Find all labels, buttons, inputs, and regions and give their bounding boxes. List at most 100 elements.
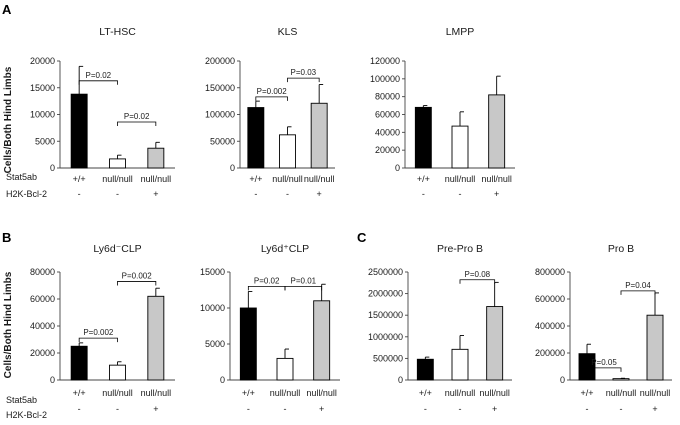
y-tick-label: 0: [398, 375, 403, 385]
x-category-label: +/+: [419, 388, 432, 398]
chart-lmpp: LMPP 0 20000 40000 60000 80000 100000 120000 +/+…: [370, 26, 515, 199]
bar-nullnull-2: [147, 295, 165, 381]
significance-bracket: [287, 77, 320, 83]
p-value-label: P=0.01: [291, 276, 317, 285]
y-tick-label: 100000: [205, 110, 235, 120]
y-tick-label: 1000000: [368, 332, 403, 342]
y-tick-label: 80000: [375, 92, 400, 102]
significance-bracket: [117, 281, 157, 286]
y-tick-label: 20000: [30, 348, 55, 358]
bar-nullnull-1: [279, 134, 296, 169]
chart-ly6d-neg-clp: Ly6d⁻CLP 0 20000 40000 60000 80000 +/+ - null/nu…: [30, 243, 175, 414]
bar--0: [70, 93, 88, 169]
bar-nullnull-2: [646, 314, 664, 381]
y-tick-label: 1500000: [368, 310, 403, 320]
panel-letter-b: B: [2, 230, 11, 245]
y-tick-label: 40000: [375, 127, 400, 137]
x-category-label: null/null: [445, 174, 476, 184]
bar--0: [416, 358, 434, 381]
significance-bracket: [459, 279, 496, 284]
y-tick-label: 2500000: [368, 267, 403, 277]
bcl2-status-label: -: [284, 404, 287, 414]
bar-nullnull-1: [451, 125, 469, 169]
chart-title: Pre-Pro B: [437, 243, 483, 255]
bcl2-status-label: +: [153, 404, 158, 414]
y-tick-label: 10000: [30, 110, 55, 120]
row-label-stat5ab-bottom: Stat5ab: [6, 395, 37, 405]
x-category-label: null/null: [272, 174, 303, 184]
bcl2-status-label: +: [494, 189, 499, 199]
x-category-label: null/null: [102, 174, 133, 184]
y-tick-label: 2000000: [368, 289, 403, 299]
bar-nullnull-1: [109, 364, 126, 381]
significance-bracket: [284, 286, 323, 291]
bar-nullnull-2: [313, 300, 331, 381]
x-category-label: +/+: [73, 388, 86, 398]
y-tick-label: 0: [230, 163, 235, 173]
x-category-label: null/null: [445, 388, 476, 398]
bcl2-status-label: -: [459, 189, 462, 199]
chart-title: LT-HSC: [99, 26, 136, 38]
x-category-label: null/null: [304, 174, 335, 184]
y-tick-label: 200000: [535, 348, 565, 358]
y-tick-label: 5000: [35, 136, 55, 146]
y-tick-label: 0: [50, 163, 55, 173]
significance-bracket: [255, 96, 288, 101]
p-value-label: P=0.05: [591, 358, 617, 367]
y-axis-label-bottom: Cells/Both Hind Limbs: [3, 271, 14, 378]
significance-bracket: [117, 121, 157, 126]
x-category-label: null/null: [141, 174, 172, 184]
p-value-label: P=0.002: [257, 87, 288, 96]
bcl2-status-label: -: [78, 189, 81, 199]
chart-pro-b: Pro B 0 200000 400000 600000 800000 +/+ - null/n…: [535, 243, 672, 414]
chart-pre-pro-b: Pre-Pro B 0 500000 1000000 1500000 2000000 250…: [368, 243, 512, 414]
chart-title: LMPP: [446, 26, 475, 38]
y-tick-label: 5000: [205, 339, 225, 349]
row-label-bcl2-top: H2K-Bcl-2: [6, 189, 47, 199]
y-tick-label: 0: [50, 375, 55, 385]
y-tick-label: 50000: [210, 136, 235, 146]
y-axis-label-top: Cells/Both Hind Limbs: [3, 66, 14, 173]
p-value-label: P=0.03: [291, 68, 317, 77]
y-tick-label: 120000: [370, 56, 400, 66]
y-tick-label: 10000: [200, 303, 225, 313]
x-category-label: null/null: [640, 388, 671, 398]
bar--0: [70, 345, 88, 381]
significance-bracket: [247, 286, 286, 291]
x-category-label: null/null: [481, 174, 512, 184]
chart-title: Ly6d⁺CLP: [261, 243, 309, 255]
chart-kls: KLS 0 50000 100000 150000 200000 +/+ - null/null…: [205, 26, 335, 199]
p-value-label: P=0.08: [465, 270, 491, 279]
y-tick-label: 600000: [535, 294, 565, 304]
x-category-label: +/+: [242, 388, 255, 398]
bar-nullnull-2: [310, 102, 328, 169]
chart-title: KLS: [278, 26, 298, 38]
bcl2-status-label: -: [247, 404, 250, 414]
y-tick-label: 20000: [30, 56, 55, 66]
y-tick-label: 0: [395, 163, 400, 173]
bcl2-status-label: -: [422, 189, 425, 199]
x-category-label: +/+: [417, 174, 430, 184]
chart-title: Pro B: [608, 243, 634, 255]
p-value-label: P=0.02: [254, 276, 280, 285]
significance-bracket: [586, 367, 622, 372]
bcl2-status-label: +: [492, 404, 497, 414]
bcl2-status-label: -: [116, 189, 119, 199]
p-value-label: P=0.02: [86, 71, 112, 80]
bar--0: [247, 107, 265, 169]
x-category-label: null/null: [306, 388, 337, 398]
x-category-label: null/null: [606, 388, 637, 398]
chart-title: Ly6d⁻CLP: [93, 243, 141, 255]
bcl2-status-label: -: [78, 404, 81, 414]
p-value-label: P=0.002: [122, 271, 153, 280]
significance-bracket: [78, 80, 118, 85]
x-category-label: +/+: [249, 174, 262, 184]
y-tick-label: 60000: [30, 294, 55, 304]
y-tick-label: 500000: [373, 353, 403, 363]
p-value-label: P=0.002: [83, 328, 114, 337]
y-tick-label: 60000: [375, 110, 400, 120]
bar-nullnull-1: [612, 378, 630, 381]
bar-nullnull-1: [276, 357, 294, 381]
bar--0: [239, 307, 257, 381]
